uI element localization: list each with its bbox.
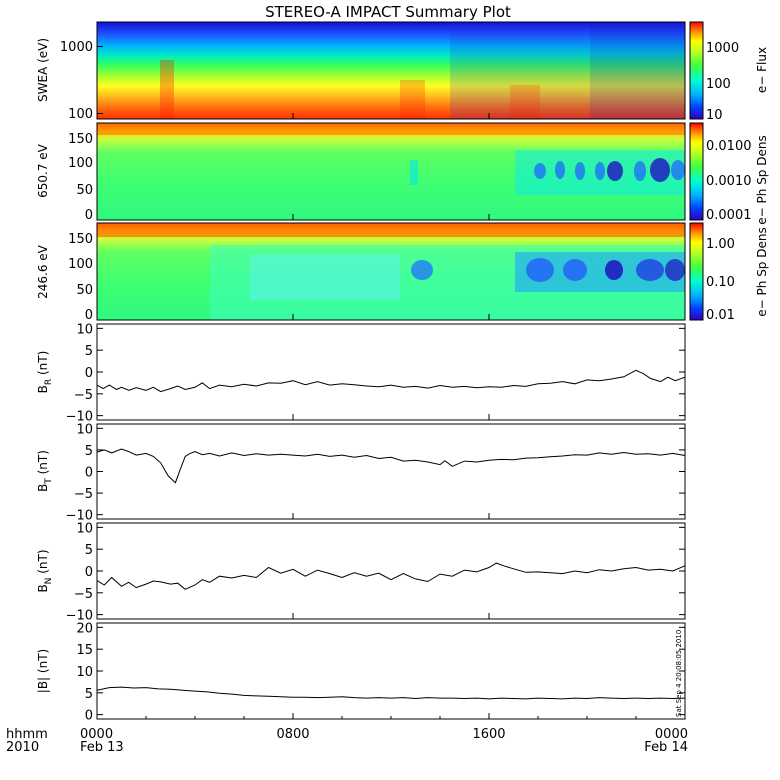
ph246-cbar-tick-010: 0.10: [706, 275, 735, 290]
br-series-line: [96, 369, 686, 393]
bt-ytick-label: −5: [74, 487, 93, 502]
x-corner-hhmm: hhmm: [6, 727, 48, 742]
ph650-cbar-tick-0100: 0.0100: [706, 139, 752, 154]
swea-panel: SWEA (eV) 1000 100 1000 100 10 e− Flux: [36, 21, 769, 123]
ph246-ytick-100: 100: [68, 257, 93, 272]
ph650-cbar-tick-0001: 0.0001: [706, 208, 752, 223]
ph650-panel: 650.7 eV 150 100 50 0 0.0100 0.0010 0.00…: [36, 122, 769, 225]
ph246-panel: 246.6 eV 150 100 50 0 1.00 0.10 0.01 e− …: [36, 222, 769, 323]
swea-cbar-tick-100: 100: [706, 77, 731, 92]
br-ytick-label: −10: [66, 410, 93, 425]
bn-ytick-label: 5: [85, 543, 93, 558]
bmag-ytick-label: 0: [85, 709, 93, 724]
ph246-cbar-label: e− Ph Sp Dens: [755, 227, 769, 316]
swea-ytick-100: 100: [68, 107, 93, 122]
bt-series-line: [96, 448, 686, 484]
br-panel: BR (nT) −10 −5 0 5 10: [36, 322, 686, 425]
ph650-colorbar: [689, 122, 704, 221]
x-tick-time: 1600: [472, 727, 505, 742]
ph246-cbar-tick-100: 1.00: [706, 237, 735, 252]
ph650-ytick-50: 50: [76, 183, 93, 198]
bmag-ylabel: |B| (nT): [36, 649, 50, 693]
x-corner-year: 2010: [6, 740, 39, 755]
ph650-ytick-150: 150: [68, 132, 93, 147]
x-tick-time: 0800: [276, 727, 309, 742]
x-tick-time: 0000: [80, 727, 113, 742]
swea-cbar-tick-10: 10: [706, 108, 723, 123]
bn-ytick-label: −5: [74, 587, 93, 602]
bmag-ytick-label: 10: [76, 665, 93, 680]
bt-ytick-label: 10: [76, 422, 93, 437]
ph650-spectrogram: [97, 123, 685, 220]
bn-panel: BN (nT) −10 −5 0 5 10: [36, 521, 686, 624]
bt-ytick-label: 5: [85, 444, 93, 459]
chart-title: STEREO-A IMPACT Summary Plot: [265, 3, 511, 21]
bmag-ytick-label: 15: [76, 643, 93, 658]
ph246-ytick-50: 50: [76, 283, 93, 298]
swea-colorbar: [689, 21, 704, 120]
bt-ytick-label: −10: [66, 509, 93, 524]
bt-ylabel: BT (nT): [36, 450, 54, 492]
br-ytick-label: 5: [85, 344, 93, 359]
bt-panel: BT (nT) −10 −5 0 5 10: [36, 422, 686, 524]
ph650-ytick-100: 100: [68, 156, 93, 171]
x-tick-date: Feb 14: [644, 740, 688, 755]
bmag-series-line: [96, 686, 686, 700]
bt-ytick-label: 0: [85, 466, 93, 481]
ph246-ytick-0: 0: [85, 308, 93, 323]
br-ytick-label: 0: [85, 366, 93, 381]
bn-ylabel: BN (nT): [36, 549, 54, 592]
ph650-ylabel: 650.7 eV: [36, 143, 50, 198]
bmag-ytick-label: 20: [76, 621, 93, 636]
bn-series-line: [96, 562, 686, 590]
ph246-colorbar: [689, 222, 704, 321]
ph246-ytick-150: 150: [68, 232, 93, 247]
swea-spectrogram: [97, 22, 685, 119]
ph650-ytick-0: 0: [85, 208, 93, 223]
ph246-cbar-tick-001: 0.01: [706, 308, 735, 323]
x-tick-time: 0000: [655, 727, 688, 742]
bn-ytick-label: 10: [76, 521, 93, 536]
bmag-panel: |B| (nT) 0 5 10 15 20: [36, 621, 686, 724]
bmag-ytick-label: 5: [85, 687, 93, 702]
ph650-cbar-tick-0010: 0.0010: [706, 174, 752, 189]
swea-cbar-label: e− Flux: [755, 47, 769, 93]
bn-ytick-label: 0: [85, 565, 93, 580]
ph246-ylabel: 246.6 eV: [36, 244, 50, 299]
swea-ytick-1000: 1000: [60, 40, 93, 55]
br-ylabel: BR (nT): [36, 351, 54, 394]
bn-ytick-label: −10: [66, 609, 93, 624]
generation-stamp: Sat Sep 4 20:08:05 2010: [675, 630, 683, 717]
br-ytick-label: 10: [76, 322, 93, 337]
x-tick-date: Feb 13: [80, 740, 124, 755]
br-ytick-label: −5: [74, 388, 93, 403]
ph246-spectrogram: [97, 223, 685, 320]
swea-ylabel: SWEA (eV): [36, 38, 50, 102]
swea-cbar-tick-1000: 1000: [706, 41, 739, 56]
ph650-cbar-label: e− Ph Sp Dens: [755, 135, 769, 224]
